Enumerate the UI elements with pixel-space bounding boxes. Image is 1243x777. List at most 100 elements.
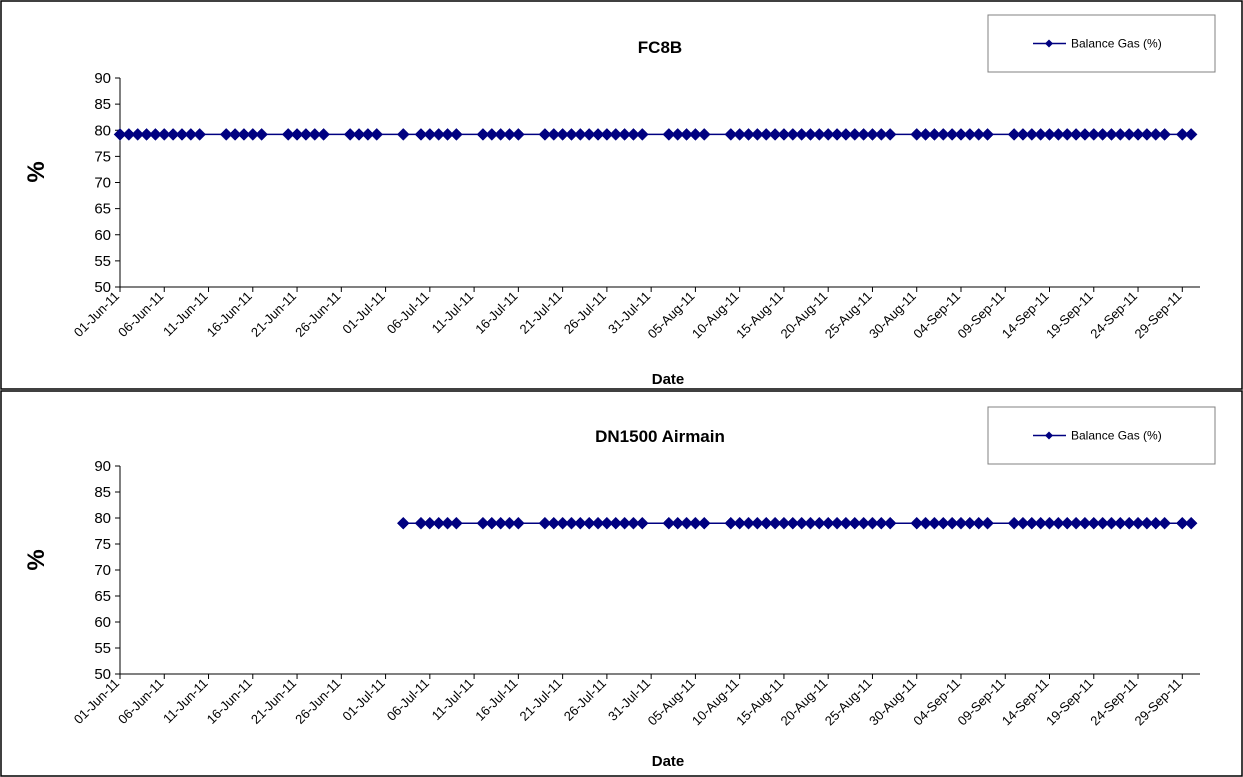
data-point [1122, 128, 1136, 141]
data-point [751, 128, 764, 141]
data-point [609, 128, 623, 141]
data-point [777, 128, 791, 141]
data-point [255, 128, 268, 141]
data-point [432, 128, 446, 141]
data-point [697, 128, 711, 141]
data-point [512, 516, 525, 530]
data-point [281, 128, 295, 141]
data-point [600, 516, 614, 530]
x-axis-title: Date [652, 753, 685, 770]
data-point [1060, 516, 1074, 530]
data-point [1184, 516, 1198, 530]
y-tick-label: 65 [94, 201, 111, 218]
data-point [981, 516, 994, 530]
data-point [786, 516, 800, 530]
data-point [476, 516, 490, 530]
data-point [1131, 128, 1145, 141]
y-tick-label: 60 [94, 614, 111, 631]
y-tick-label: 85 [94, 96, 111, 113]
data-point [848, 516, 862, 530]
data-point [450, 128, 463, 141]
data-point [919, 128, 932, 141]
data-point [839, 128, 853, 141]
data-point [795, 128, 808, 141]
data-point [795, 516, 808, 530]
data-point [299, 128, 313, 141]
data-point [1087, 128, 1101, 141]
data-point [1007, 516, 1021, 530]
data-point [981, 128, 994, 141]
data-point [627, 128, 640, 141]
data-point [113, 128, 127, 141]
data-point [450, 516, 463, 530]
data-point [768, 128, 782, 141]
data-point [812, 128, 826, 141]
data-point [219, 128, 233, 141]
data-point [1113, 516, 1127, 530]
data-point [874, 128, 888, 141]
data-point [494, 516, 508, 530]
data-point [1140, 516, 1154, 530]
data-point [565, 516, 578, 530]
data-point [972, 516, 986, 530]
data-point [635, 516, 649, 530]
data-point [821, 128, 835, 141]
data-point [184, 128, 198, 141]
data-point [538, 516, 552, 530]
data-point [485, 516, 499, 530]
data-point [582, 516, 596, 530]
data-point [883, 516, 897, 530]
data-point [689, 516, 702, 530]
data-point [1122, 516, 1136, 530]
data-point [1069, 128, 1083, 141]
y-tick-label: 55 [94, 253, 111, 270]
chart-panel-1: 50556065707580859001-Jun-1106-Jun-1111-J… [0, 0, 1243, 390]
data-point [370, 128, 384, 141]
data-point [618, 516, 631, 530]
x-axis-title: Date [652, 371, 685, 388]
data-point [1105, 516, 1118, 530]
data-point [1025, 128, 1039, 141]
data-point [423, 128, 437, 141]
data-point [1140, 128, 1154, 141]
data-point [441, 516, 454, 530]
data-point [866, 128, 879, 141]
data-point [724, 516, 738, 530]
data-point [857, 128, 870, 141]
y-axis-title: % [23, 161, 50, 182]
data-point [538, 128, 552, 141]
data-point [140, 128, 153, 141]
data-point [556, 516, 569, 530]
data-point [945, 516, 959, 530]
y-tick-label: 70 [94, 175, 111, 192]
data-point [1096, 128, 1109, 141]
data-point [547, 516, 561, 530]
data-point [157, 128, 171, 141]
data-point [1087, 516, 1101, 530]
data-point [193, 128, 207, 141]
data-point [1043, 128, 1056, 141]
legend-marker [1045, 431, 1053, 440]
y-tick-label: 90 [94, 458, 111, 475]
data-point [361, 128, 375, 141]
data-point [1113, 128, 1127, 141]
data-point [697, 516, 711, 530]
data-point [910, 516, 924, 530]
y-tick-label: 75 [94, 536, 111, 553]
data-point [733, 128, 747, 141]
chart-title: FC8B [638, 38, 682, 57]
chart-panel-2: 50556065707580859001-Jun-1106-Jun-1111-J… [0, 390, 1243, 777]
y-tick-label: 70 [94, 562, 111, 579]
data-point [910, 128, 924, 141]
data-point [609, 516, 623, 530]
data-point [866, 516, 879, 530]
data-point [1149, 128, 1163, 141]
y-tick-label: 90 [94, 70, 111, 87]
data-point [547, 128, 561, 141]
data-point [812, 516, 826, 530]
data-point [874, 516, 888, 530]
data-point [423, 516, 437, 530]
data-point [804, 128, 817, 141]
